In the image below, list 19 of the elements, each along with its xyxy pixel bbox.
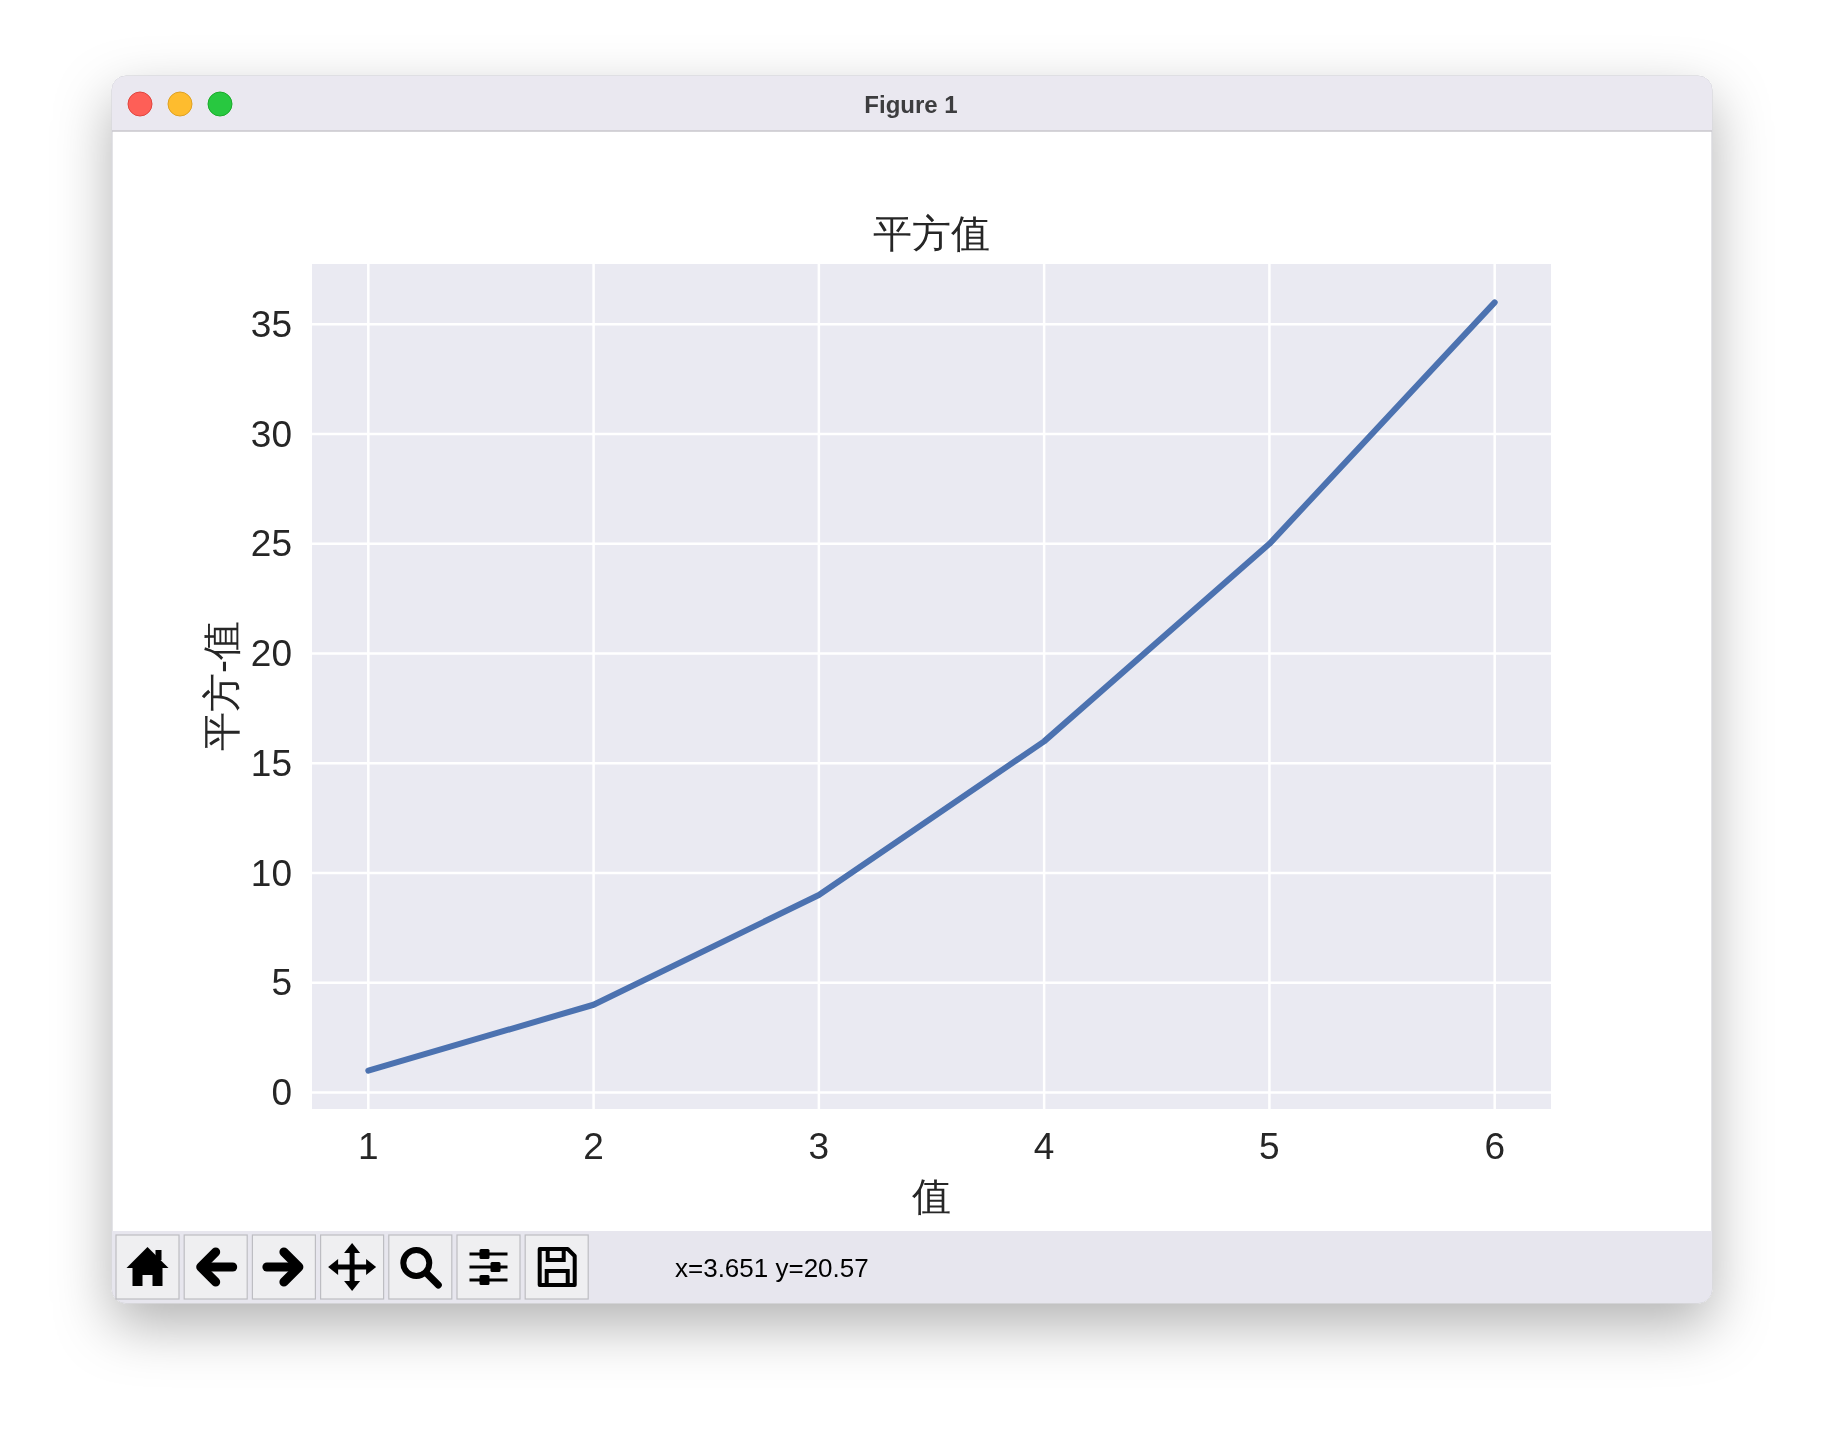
- x-tick-label: 4: [1033, 1125, 1055, 1167]
- y-axis-title: 平方-值: [199, 621, 243, 751]
- x-tick-label: 1: [358, 1125, 379, 1167]
- y-tick-label: 35: [250, 303, 292, 345]
- text: x=3.651 y=20.57: [675, 1253, 869, 1283]
- y-tick-label: 0: [271, 1072, 292, 1114]
- x-tick-label: 3: [808, 1125, 830, 1167]
- chart-title: 平方值: [872, 211, 990, 255]
- x-tick-label: 6: [1484, 1125, 1505, 1167]
- y-tick-label: 15: [250, 742, 292, 784]
- x-tick-label: 5: [1259, 1125, 1280, 1167]
- y-tick-label: 20: [250, 633, 292, 675]
- caption: Figure 1: [864, 90, 958, 118]
- y-tick-label: 5: [271, 962, 292, 1004]
- x-tick-label: 2: [583, 1125, 604, 1167]
- y-tick-label: 25: [250, 523, 292, 565]
- x-axis-title: 值: [911, 1174, 951, 1218]
- y-tick-label: 10: [250, 852, 292, 894]
- y-tick-label: 30: [250, 413, 292, 455]
